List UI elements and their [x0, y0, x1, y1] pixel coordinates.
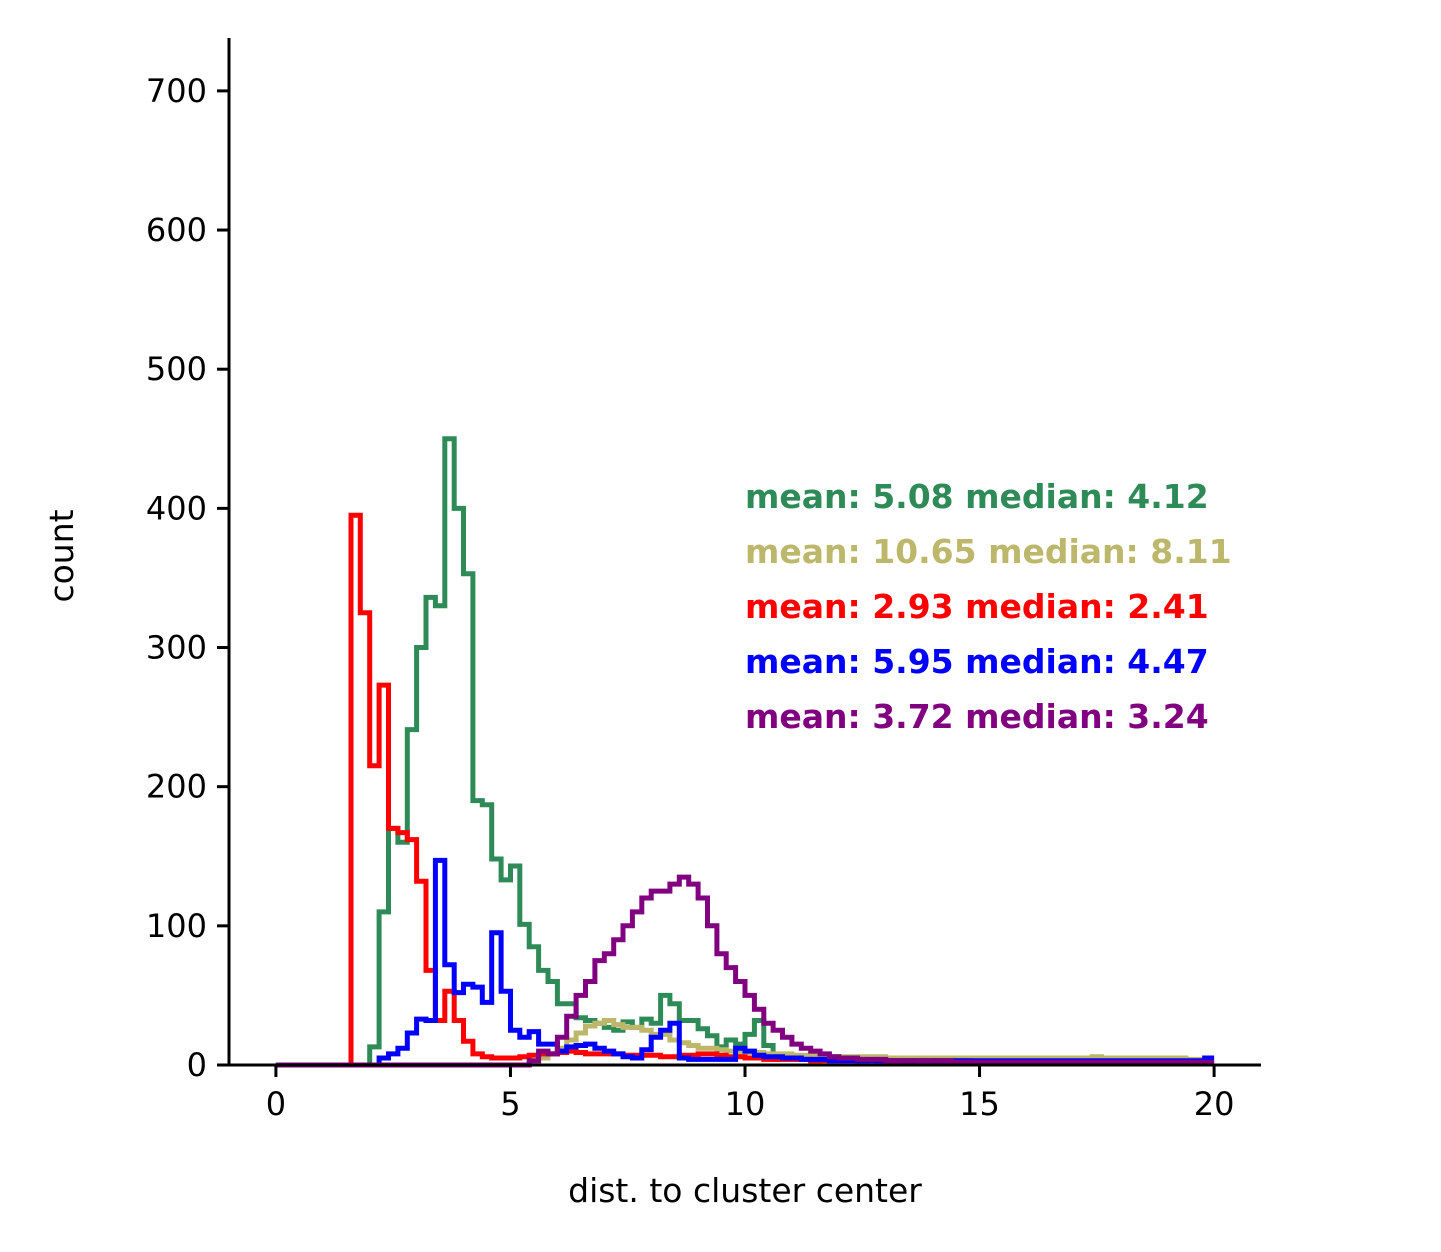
series-annotation-3: mean: 5.95 median: 4.47: [745, 642, 1209, 681]
y-axis-title: count: [42, 509, 81, 602]
y-tick-label: 600: [146, 211, 207, 249]
series-annotation-0: mean: 5.08 median: 4.12: [745, 477, 1209, 516]
x-tick-label: 5: [500, 1085, 520, 1123]
y-tick-label: 0: [187, 1046, 207, 1084]
series-annotation-1: mean: 10.65 median: 8.11: [745, 532, 1232, 571]
series-annotation-4: mean: 3.72 median: 3.24: [745, 697, 1209, 736]
y-tick-label: 200: [146, 768, 207, 806]
y-tick-label: 400: [146, 489, 207, 527]
y-tick-label: 100: [146, 907, 207, 945]
x-axis-title: dist. to cluster center: [568, 1171, 922, 1210]
x-tick-label: 0: [266, 1085, 286, 1123]
series-annotation-2: mean: 2.93 median: 2.41: [745, 587, 1209, 626]
x-tick-label: 10: [725, 1085, 766, 1123]
x-tick-label: 20: [1194, 1085, 1235, 1123]
annotation-layer: mean: 5.08 median: 4.12 mean: 10.65 media…: [745, 477, 1232, 736]
y-tick-label: 500: [146, 350, 207, 388]
x-tick-label: 15: [959, 1085, 1000, 1123]
y-tick-label: 300: [146, 629, 207, 667]
y-tick-label: 700: [146, 72, 207, 110]
